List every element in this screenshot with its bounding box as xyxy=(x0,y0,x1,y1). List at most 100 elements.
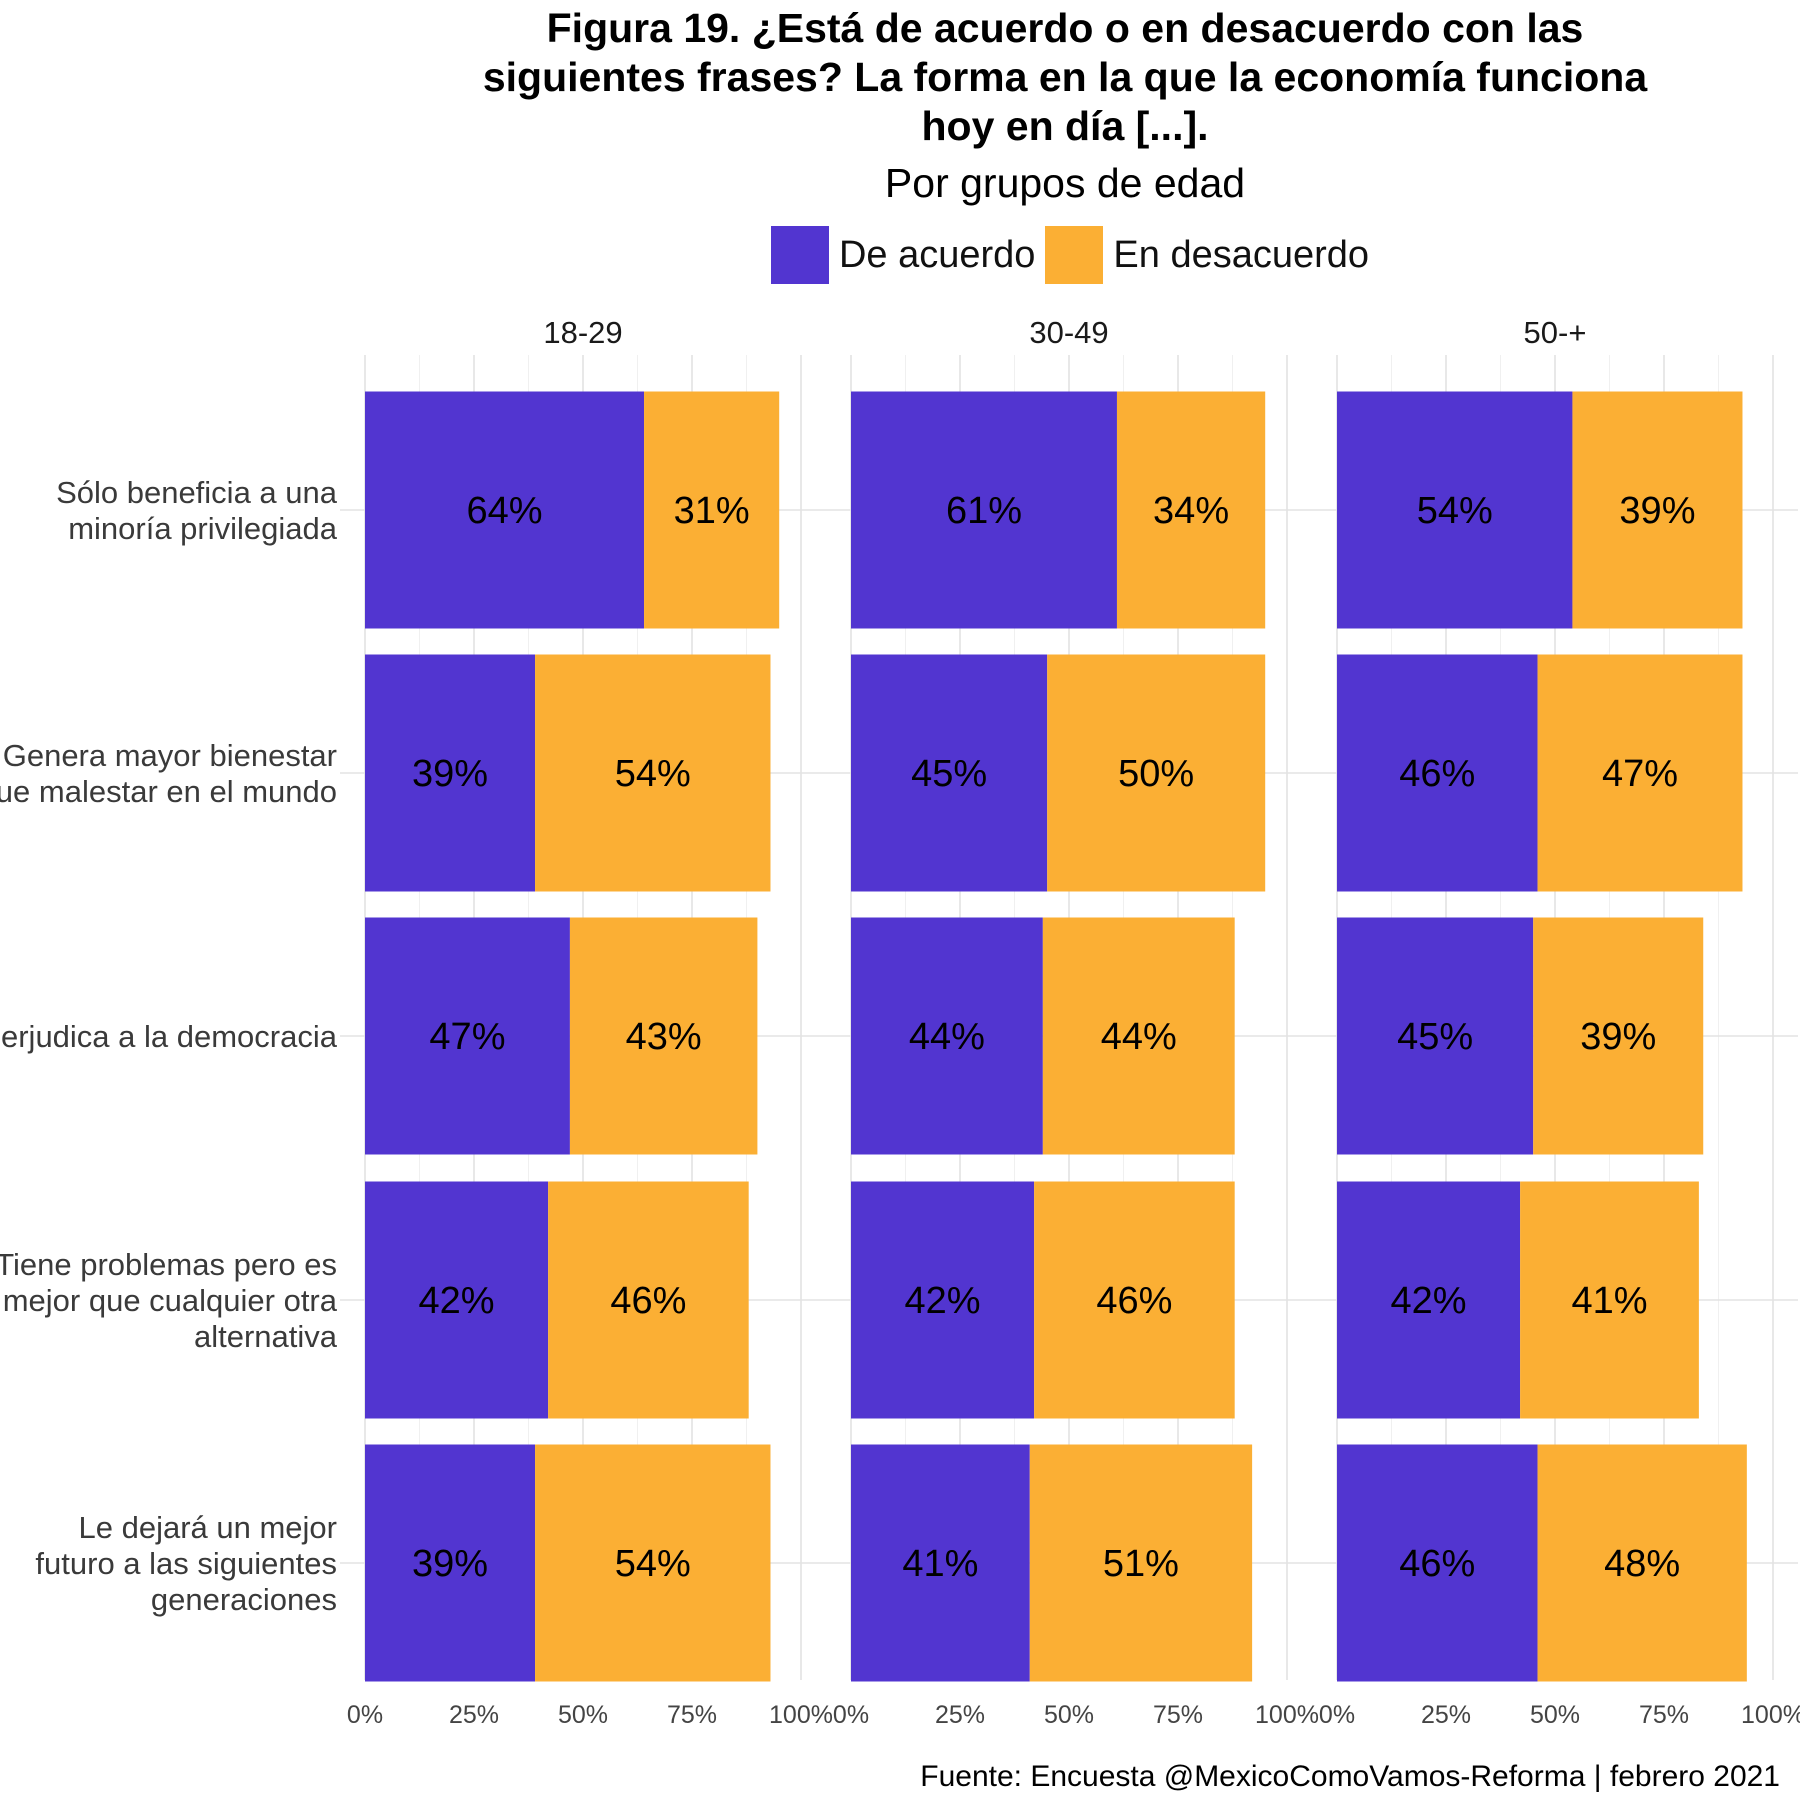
data-label-de-acuerdo: 47% xyxy=(429,1016,505,1058)
data-label-en-desacuerdo: 54% xyxy=(615,1543,691,1585)
x-tick-label: 0% xyxy=(347,1701,383,1729)
data-label-de-acuerdo: 41% xyxy=(902,1543,978,1585)
y-category-label: Le dejará un mejor xyxy=(79,1510,338,1545)
legend-swatch-de-acuerdo xyxy=(770,226,829,284)
bar-en-desacuerdo xyxy=(1042,917,1235,1155)
data-label-en-desacuerdo: 44% xyxy=(1101,1016,1177,1058)
data-label-en-desacuerdo: 46% xyxy=(1096,1280,1172,1322)
bar-de-acuerdo xyxy=(1337,917,1534,1155)
x-tick-label: 75% xyxy=(667,1701,717,1729)
data-label-de-acuerdo: 39% xyxy=(412,1543,488,1585)
data-label-de-acuerdo: 64% xyxy=(466,490,542,532)
y-category-label: que malestar en el mundo xyxy=(0,774,337,809)
y-category-label: minoría privilegiada xyxy=(68,511,338,546)
y-category-label: futuro a las siguientes xyxy=(35,1546,337,1581)
legend-item-de-acuerdo: De acuerdo xyxy=(770,226,1036,284)
data-label-en-desacuerdo: 34% xyxy=(1153,490,1229,532)
bar-de-acuerdo xyxy=(365,1444,536,1682)
bar-en-desacuerdo xyxy=(1537,654,1743,892)
x-tick-label: 0% xyxy=(833,1701,869,1729)
source-caption: Fuente: Encuesta @MexicoComoVamos-Reform… xyxy=(920,1760,1780,1793)
chart-subtitle: Por grupos de edad xyxy=(884,160,1246,206)
data-label-de-acuerdo: 45% xyxy=(911,753,987,795)
x-tick-label: 0% xyxy=(1319,1701,1355,1729)
bar-de-acuerdo xyxy=(1337,1181,1521,1419)
data-label-de-acuerdo: 45% xyxy=(1397,1016,1473,1058)
data-label-en-desacuerdo: 39% xyxy=(1580,1016,1656,1058)
legend-label-de-acuerdo: De acuerdo xyxy=(838,233,1036,276)
data-label-en-desacuerdo: 31% xyxy=(674,490,750,532)
facet-label: 50-+ xyxy=(1524,315,1587,350)
bar-en-desacuerdo xyxy=(1034,1181,1235,1419)
bar-en-desacuerdo xyxy=(535,654,771,892)
x-tick-label: 100% xyxy=(1741,1701,1800,1729)
y-category-label: Sólo beneficia a una xyxy=(56,475,338,510)
bar-en-desacuerdo xyxy=(1047,654,1266,892)
data-label-en-desacuerdo: 51% xyxy=(1103,1543,1179,1585)
chart-title-line-2: siguientes frases? La forma en la que la… xyxy=(482,54,1648,100)
data-label-de-acuerdo: 42% xyxy=(1391,1280,1467,1322)
x-tick-label: 25% xyxy=(1421,1701,1471,1729)
x-tick-label: 25% xyxy=(449,1701,499,1729)
bar-en-desacuerdo xyxy=(1572,391,1743,629)
bar-en-desacuerdo xyxy=(1029,1444,1253,1682)
bar-en-desacuerdo xyxy=(1537,1444,1747,1682)
x-tick-label: 100% xyxy=(1255,1701,1319,1729)
bar-de-acuerdo xyxy=(365,654,536,892)
facet-label: 30-49 xyxy=(1029,315,1108,350)
y-category-label: mejor que cualquier otra xyxy=(3,1283,338,1318)
bar-de-acuerdo xyxy=(365,1181,549,1419)
y-category-label: generaciones xyxy=(151,1582,337,1617)
x-tick-label: 50% xyxy=(1044,1701,1094,1729)
data-label-de-acuerdo: 44% xyxy=(909,1016,985,1058)
data-label-en-desacuerdo: 43% xyxy=(626,1016,702,1058)
bar-de-acuerdo xyxy=(1337,1444,1538,1682)
bar-de-acuerdo xyxy=(365,917,570,1155)
chart-title-line-3: hoy en día [...]. xyxy=(921,103,1209,149)
bar-en-desacuerdo xyxy=(644,391,780,629)
x-tick-label: 25% xyxy=(935,1701,985,1729)
y-category-label: alternativa xyxy=(194,1319,338,1354)
legend: De acuerdo En desacuerdo xyxy=(0,226,1800,284)
bar-en-desacuerdo xyxy=(1116,391,1266,629)
legend-label-en-desacuerdo: En desacuerdo xyxy=(1113,233,1370,276)
data-label-en-desacuerdo: 46% xyxy=(610,1280,686,1322)
data-label-de-acuerdo: 46% xyxy=(1399,753,1475,795)
bar-en-desacuerdo xyxy=(1520,1181,1699,1419)
data-label-en-desacuerdo: 54% xyxy=(615,753,691,795)
data-label-de-acuerdo: 46% xyxy=(1399,1543,1475,1585)
bar-de-acuerdo xyxy=(365,391,645,629)
bar-en-desacuerdo xyxy=(548,1181,749,1419)
data-label-en-desacuerdo: 39% xyxy=(1619,490,1695,532)
bar-de-acuerdo xyxy=(851,1181,1035,1419)
data-label-de-acuerdo: 42% xyxy=(905,1280,981,1322)
bar-de-acuerdo xyxy=(851,391,1117,629)
legend-item-en-desacuerdo: En desacuerdo xyxy=(1045,226,1369,284)
x-tick-label: 75% xyxy=(1639,1701,1689,1729)
y-category-label: Tiene problemas pero es xyxy=(0,1247,337,1282)
data-label-en-desacuerdo: 41% xyxy=(1571,1280,1647,1322)
y-category-label: Genera mayor bienestar xyxy=(3,738,337,773)
bar-en-desacuerdo xyxy=(1533,917,1704,1155)
data-label-en-desacuerdo: 48% xyxy=(1604,1543,1680,1585)
x-tick-label: 50% xyxy=(1530,1701,1580,1729)
legend-swatch-en-desacuerdo xyxy=(1045,226,1104,284)
bar-de-acuerdo xyxy=(1337,391,1573,629)
facet-label: 18-29 xyxy=(543,315,622,350)
bar-de-acuerdo xyxy=(851,654,1048,892)
chart-title: Figura 19. ¿Está de acuerdo o en desacue… xyxy=(390,4,1740,151)
x-tick-label: 50% xyxy=(558,1701,608,1729)
data-label-en-desacuerdo: 47% xyxy=(1602,753,1678,795)
x-tick-label: 75% xyxy=(1153,1701,1203,1729)
data-label-de-acuerdo: 39% xyxy=(412,753,488,795)
chart-title-line-1: Figura 19. ¿Está de acuerdo o en desacue… xyxy=(546,5,1584,51)
data-label-de-acuerdo: 61% xyxy=(946,490,1022,532)
bar-de-acuerdo xyxy=(851,1444,1030,1682)
bar-de-acuerdo xyxy=(851,917,1043,1155)
x-tick-label: 100% xyxy=(769,1701,833,1729)
data-label-en-desacuerdo: 50% xyxy=(1118,753,1194,795)
data-label-de-acuerdo: 54% xyxy=(1417,490,1493,532)
bar-de-acuerdo xyxy=(1337,654,1538,892)
bar-en-desacuerdo xyxy=(535,1444,771,1682)
bar-en-desacuerdo xyxy=(569,917,758,1155)
